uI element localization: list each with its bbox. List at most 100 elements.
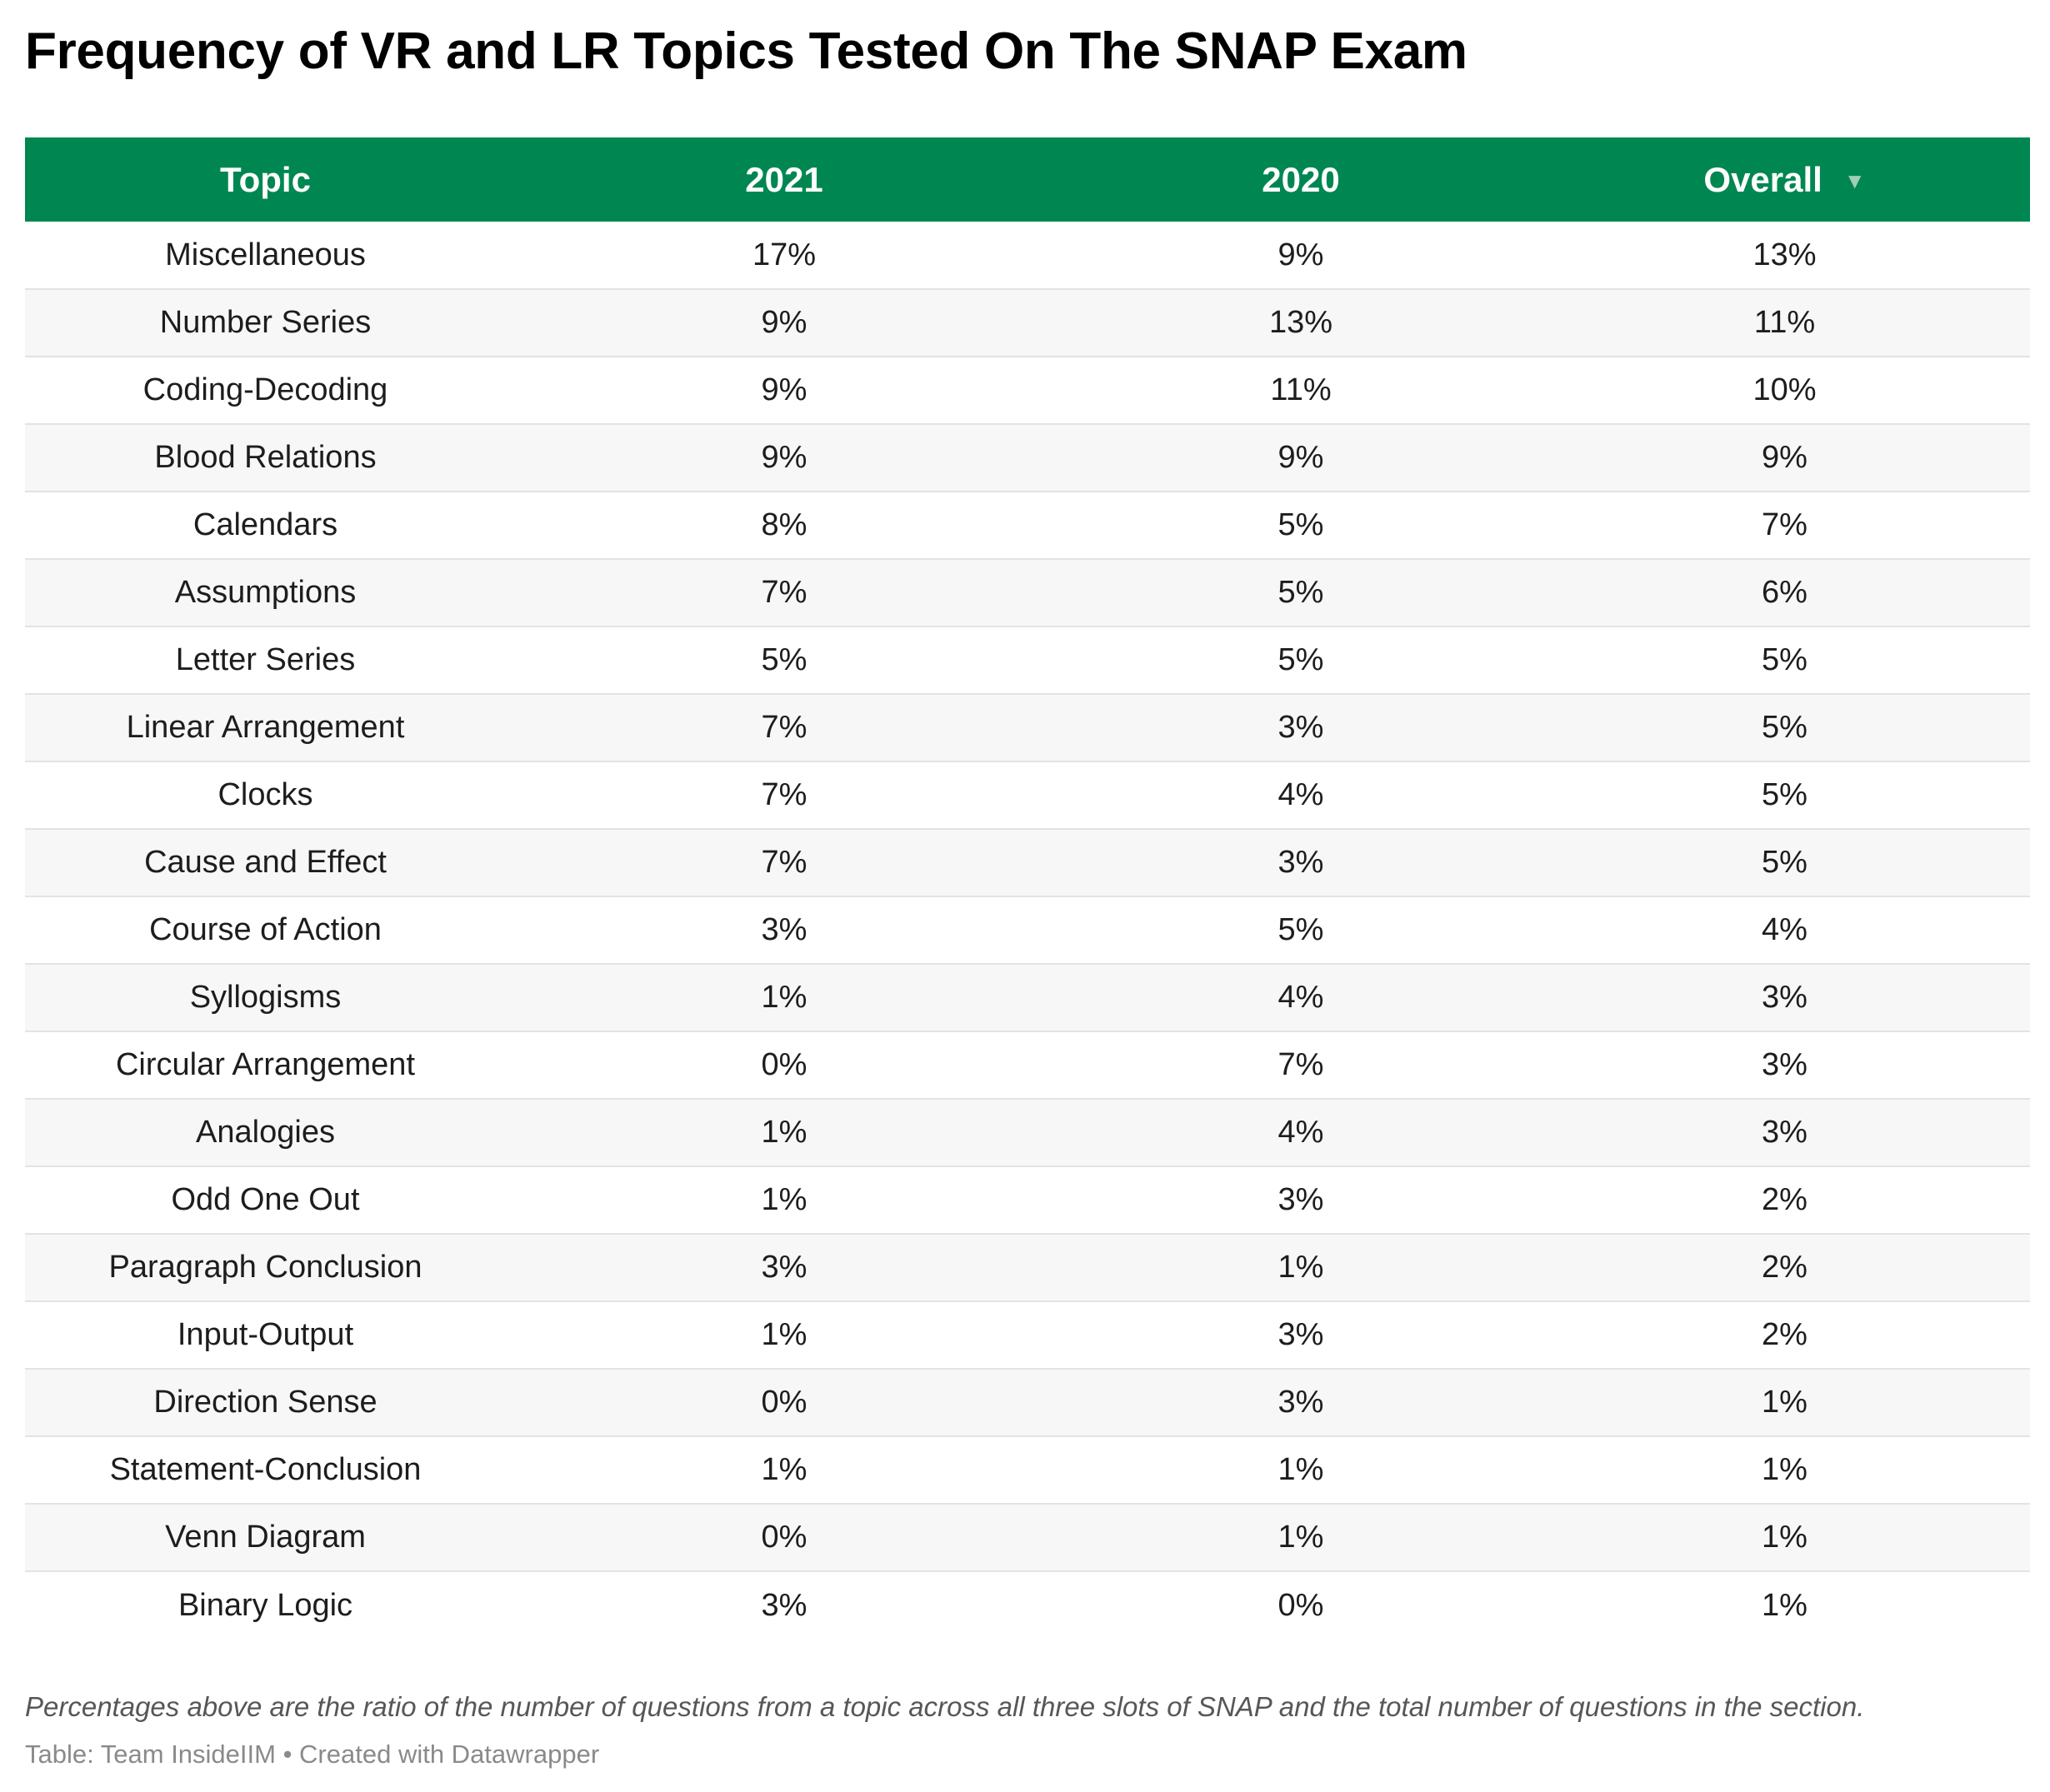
cell-2020: 7% (1062, 1031, 1539, 1099)
cell-2020: 3% (1062, 1368, 1539, 1436)
cell-2020: 4% (1062, 761, 1539, 829)
table-notes: Percentages above are the ratio of the n… (25, 1691, 1865, 1722)
cell-overall: 2% (1539, 1233, 2030, 1301)
table-row: Coding-Decoding 9% 11% 10% (25, 356, 2030, 424)
cell-overall: 1% (1539, 1570, 2030, 1639)
cell-topic: Assumptions (25, 558, 506, 626)
cell-2020: 13% (1062, 288, 1539, 357)
cell-2021: 7% (506, 558, 1062, 626)
table-row: Miscellaneous 17% 9% 13% (25, 222, 2030, 289)
table-row: Binary Logic 3% 0% 1% (25, 1570, 2030, 1639)
cell-2021: 9% (506, 423, 1062, 492)
table-row: Venn Diagram 0% 1% 1% (25, 1503, 2030, 1571)
cell-topic: Linear Arrangement (25, 693, 506, 761)
cell-overall: 2% (1539, 1166, 2030, 1234)
cell-overall: 5% (1539, 626, 2030, 694)
cell-topic: Venn Diagram (25, 1503, 506, 1571)
table-row: Analogies 1% 4% 3% (25, 1098, 2030, 1166)
cell-2020: 5% (1062, 558, 1539, 626)
table-row: Course of Action 3% 5% 4% (25, 896, 2030, 964)
cell-2020: 1% (1062, 1435, 1539, 1504)
column-header-2020[interactable]: 2020 (1262, 159, 1340, 199)
cell-topic: Number Series (25, 288, 506, 357)
cell-overall: 3% (1539, 963, 2030, 1031)
cell-2021: 3% (506, 1233, 1062, 1301)
cell-topic: Circular Arrangement (25, 1031, 506, 1099)
cell-2020: 5% (1062, 626, 1539, 694)
cell-topic: Coding-Decoding (25, 356, 506, 424)
header-row: Topic 2021 2020 Overall ▼ (25, 137, 2030, 222)
cell-2020: 3% (1062, 828, 1539, 896)
cell-topic: Syllogisms (25, 963, 506, 1031)
cell-2021: 9% (506, 356, 1062, 424)
cell-overall: 1% (1539, 1503, 2030, 1571)
cell-overall: 4% (1539, 896, 2030, 964)
cell-2021: 8% (506, 491, 1062, 559)
cell-overall: 11% (1539, 288, 2030, 357)
column-header-2021[interactable]: 2021 (745, 159, 823, 199)
table-row: Direction Sense 0% 3% 1% (25, 1368, 2030, 1436)
cell-2020: 3% (1062, 1300, 1539, 1369)
cell-overall: 3% (1539, 1098, 2030, 1166)
cell-topic: Calendars (25, 491, 506, 559)
cell-2021: 17% (752, 237, 817, 272)
table-row: Letter Series 5% 5% 5% (25, 626, 2030, 694)
cell-2020: 4% (1062, 963, 1539, 1031)
cell-2020: 5% (1062, 491, 1539, 559)
cell-2021: 7% (506, 828, 1062, 896)
cell-2021: 1% (506, 1098, 1062, 1166)
table-header: Topic 2021 2020 Overall ▼ (25, 137, 2030, 222)
cell-overall: 5% (1539, 693, 2030, 761)
cell-overall: 9% (1539, 423, 2030, 492)
cell-2021: 9% (506, 288, 1062, 357)
cell-topic: Miscellaneous (165, 237, 366, 272)
column-header-overall[interactable]: Overall ▼ (1703, 159, 1866, 199)
cell-2021: 3% (506, 896, 1062, 964)
cell-2020: 1% (1062, 1503, 1539, 1571)
cell-2021: 0% (506, 1031, 1062, 1099)
cell-2020: 9% (1062, 423, 1539, 492)
cell-2020: 1% (1062, 1233, 1539, 1301)
cell-2020: 0% (1062, 1570, 1539, 1639)
cell-topic: Course of Action (25, 896, 506, 964)
cell-2020: 5% (1062, 896, 1539, 964)
cell-2021: 5% (506, 626, 1062, 694)
cell-topic: Clocks (25, 761, 506, 829)
table-row: Input-Output 1% 3% 2% (25, 1300, 2030, 1369)
cell-topic: Blood Relations (25, 423, 506, 492)
cell-topic: Cause and Effect (25, 828, 506, 896)
sort-descending-icon[interactable]: ▼ (1843, 167, 1866, 193)
cell-2020: 3% (1062, 693, 1539, 761)
table-row: Blood Relations 9% 9% 9% (25, 423, 2030, 492)
cell-2020: 3% (1062, 1166, 1539, 1234)
cell-2021: 3% (506, 1570, 1062, 1639)
cell-overall: 1% (1539, 1435, 2030, 1504)
cell-overall: 2% (1539, 1300, 2030, 1369)
cell-2021: 1% (506, 1300, 1062, 1369)
cell-2021: 0% (506, 1368, 1062, 1436)
data-table: Topic 2021 2020 Overall ▼ Miscellaneous 17… (25, 137, 2030, 1639)
cell-topic: Letter Series (25, 626, 506, 694)
cell-2021: 1% (506, 1166, 1062, 1234)
cell-topic: Statement-Conclusion (25, 1435, 506, 1504)
cell-2021: 7% (506, 693, 1062, 761)
cell-topic: Binary Logic (25, 1570, 506, 1639)
cell-overall: 6% (1539, 558, 2030, 626)
table-row: Calendars 8% 5% 7% (25, 491, 2030, 559)
cell-2021: 1% (506, 963, 1062, 1031)
table-row: Cause and Effect 7% 3% 5% (25, 828, 2030, 896)
table-title: Frequency of VR and LR Topics Tested On … (25, 22, 1468, 80)
table-row: Statement-Conclusion 1% 1% 1% (25, 1435, 2030, 1504)
cell-topic: Odd One Out (25, 1166, 506, 1234)
table-row: Clocks 7% 4% 5% (25, 761, 2030, 829)
column-header-topic[interactable]: Topic (220, 159, 311, 199)
table-row: Number Series 9% 13% 11% (25, 288, 2030, 357)
cell-2021: 1% (506, 1435, 1062, 1504)
cell-overall: 10% (1539, 356, 2030, 424)
table-row: Assumptions 7% 5% 6% (25, 558, 2030, 626)
cell-2021: 7% (506, 761, 1062, 829)
cell-topic: Paragraph Conclusion (25, 1233, 506, 1301)
cell-2020: 9% (1278, 237, 1324, 272)
cell-overall: 1% (1539, 1368, 2030, 1436)
